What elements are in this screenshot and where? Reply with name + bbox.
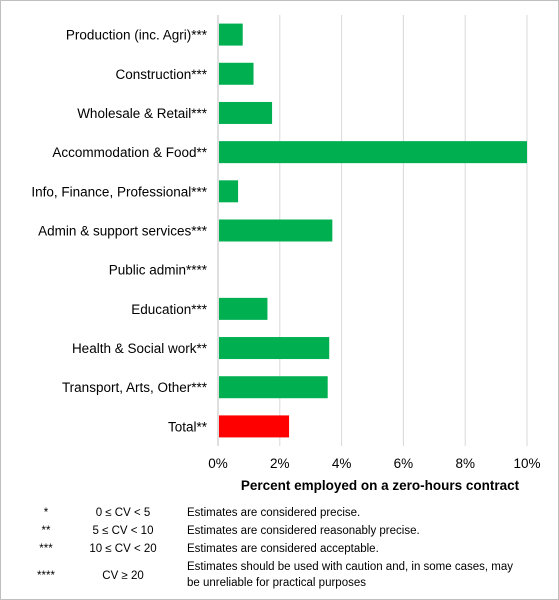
legend-cv-range: 5 ≤ CV < 10 <box>92 525 154 537</box>
gridlines <box>217 15 528 446</box>
bar <box>219 180 239 203</box>
bar <box>219 101 273 124</box>
legend-symbol: *** <box>39 543 53 555</box>
bar-chart: Production (inc. Agri)*** Construction***… <box>31 15 541 493</box>
legend-symbol: * <box>43 507 49 519</box>
bar <box>219 141 527 164</box>
category-label: Transport, Arts, Other*** <box>62 380 208 395</box>
bar <box>219 337 330 360</box>
category-label: Info, Finance, Professional*** <box>31 184 207 199</box>
legend-description: Estimates are considered precise. <box>187 507 361 519</box>
x-tick-label: 8% <box>455 456 475 471</box>
bar <box>219 376 328 399</box>
legend-symbol: **** <box>37 570 55 582</box>
x-tick-labels: 0% 2% 4% 6% 8% 10% <box>208 456 540 471</box>
category-label: Accommodation & Food** <box>52 145 207 160</box>
category-label: Admin & support services*** <box>38 224 208 239</box>
category-label: Health & Social work** <box>72 341 208 356</box>
legend-cv-range: 0 ≤ CV < 5 <box>95 507 151 519</box>
x-tick-label: 2% <box>270 456 290 471</box>
bar <box>219 297 268 320</box>
x-tick-label: 10% <box>513 456 540 471</box>
bar <box>219 62 254 85</box>
legend-description: Estimates are considered reasonably prec… <box>187 525 420 537</box>
bars <box>219 23 527 438</box>
legend-description: Estimates are considered acceptable. <box>187 543 379 555</box>
category-labels: Production (inc. Agri)*** Construction***… <box>31 28 207 435</box>
x-tick-label: 6% <box>394 456 414 471</box>
category-label: Education*** <box>131 302 208 317</box>
bar <box>219 415 290 438</box>
x-axis-title: Percent employed on a zero-hours contrac… <box>241 478 520 493</box>
category-label: Public admin**** <box>109 263 208 278</box>
x-tick-label: 0% <box>208 456 228 471</box>
category-label: Wholesale & Retail*** <box>77 106 208 121</box>
category-label: Construction*** <box>115 67 207 82</box>
legend-symbol: ** <box>41 525 51 537</box>
bar <box>219 219 333 242</box>
x-tick-label: 4% <box>332 456 352 471</box>
category-label: Production (inc. Agri)*** <box>66 28 208 43</box>
legend-cv-range: CV ≥ 20 <box>102 570 144 582</box>
legend-description: Estimates should be used with caution an… <box>187 561 514 589</box>
bar <box>219 23 243 46</box>
category-label: Total** <box>168 419 208 434</box>
legend-cv-range: 10 ≤ CV < 20 <box>89 543 157 555</box>
